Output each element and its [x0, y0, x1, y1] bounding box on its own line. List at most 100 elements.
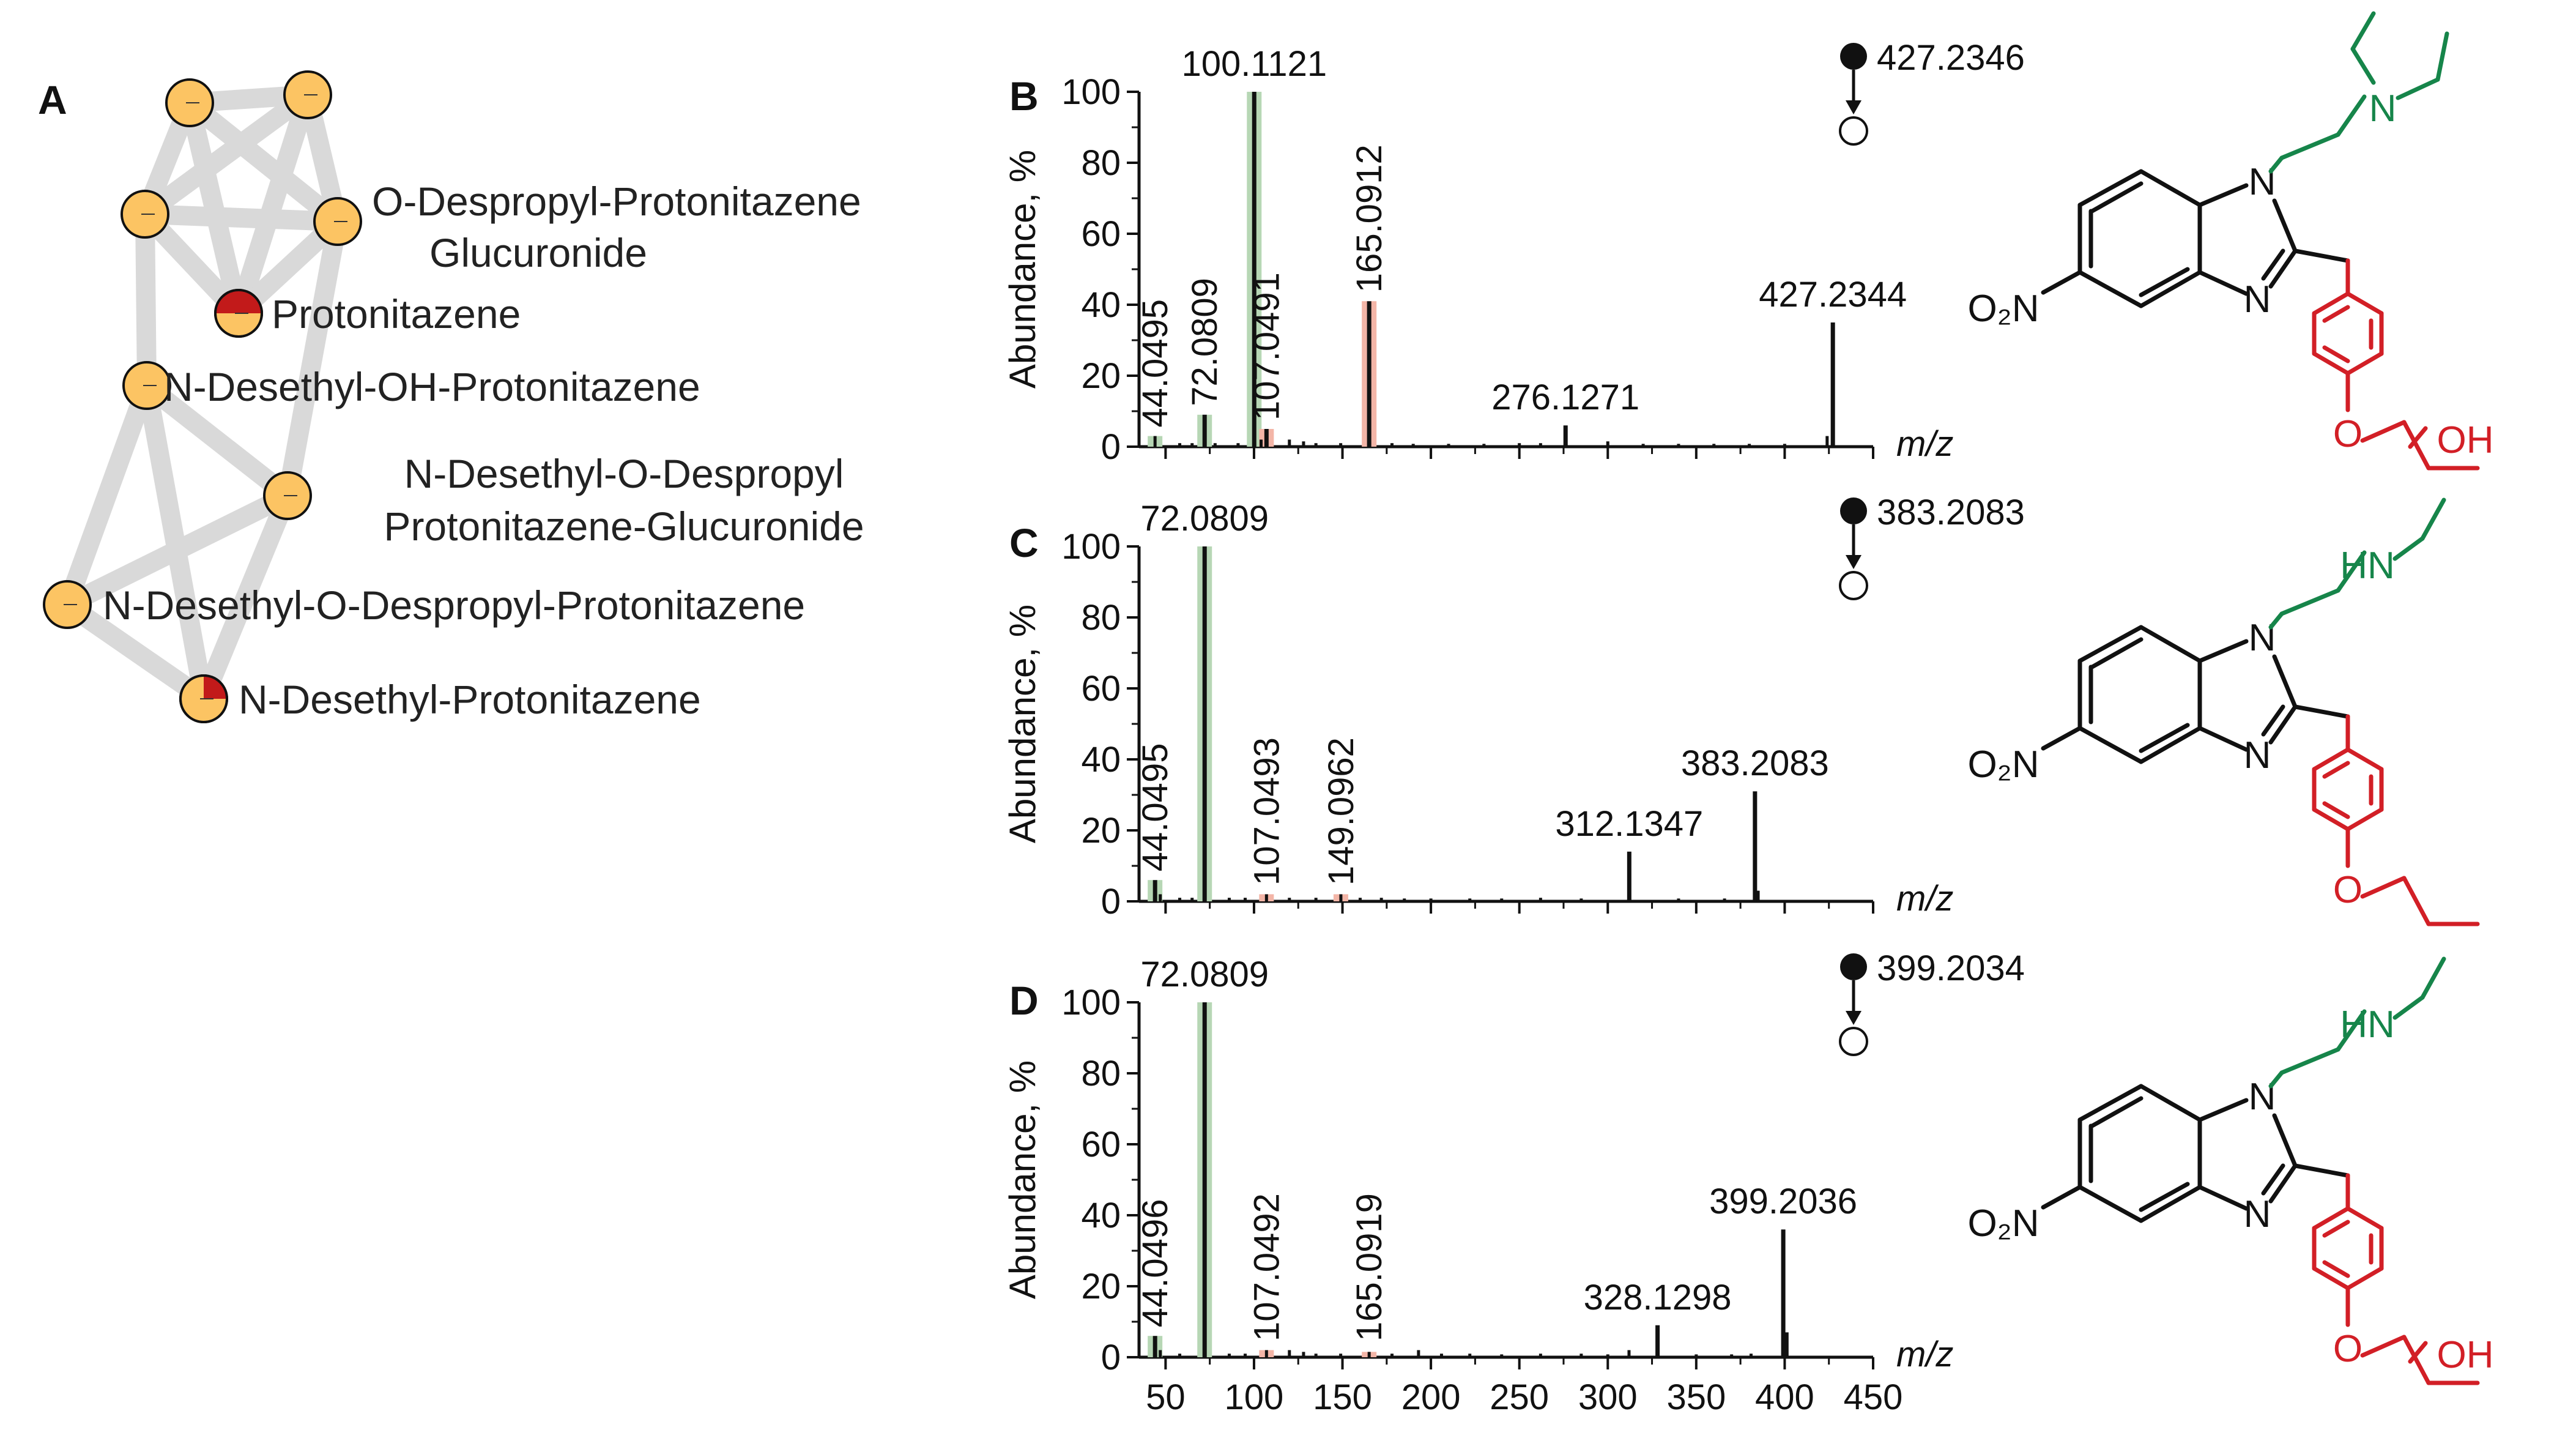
precursor-mz-label: 399.2034: [1877, 948, 2025, 988]
network-node: [122, 361, 171, 410]
imidazole-bond: [2197, 1185, 2249, 1211]
peak-label: 100.1121: [1181, 44, 1327, 84]
methylene-bond: [2293, 1163, 2350, 1178]
peak-label: 44.0495: [1135, 299, 1175, 428]
node-label-n-desethyl-o-despropyl-glucuronide-line2: Protonitazene-Glucuronide: [384, 504, 864, 549]
peak-label: 276.1271: [1491, 378, 1639, 417]
n-ethyl-bond: [2392, 536, 2425, 561]
benzimidazole-ring-bond: [2139, 726, 2202, 764]
n-ethyl-bond: [2396, 77, 2440, 100]
y-tick-label: 40: [1081, 740, 1121, 780]
network-edge: [135, 85, 317, 224]
atom-hydroxyl: OH: [2437, 419, 2494, 461]
phenyl-ring-bond: [2345, 747, 2384, 772]
propyl-bond: [2402, 420, 2431, 471]
node-label-o-despropyl-glucuronide-line2: Glucuronide: [429, 230, 647, 275]
network-node: [121, 190, 169, 239]
benzimidazole-double-bond: [2139, 1182, 2190, 1212]
x-tick-label: 350: [1666, 1377, 1726, 1417]
peak-label: 44.0496: [1135, 1199, 1175, 1328]
benzimidazole-double-bond: [2090, 181, 2144, 214]
peak-label: 107.0492: [1247, 1193, 1286, 1341]
imidazole-bond: [2268, 1163, 2298, 1204]
peak-label: 165.0919: [1349, 1193, 1389, 1341]
atom-n3: N: [2244, 1193, 2271, 1235]
y-tick-label: 40: [1081, 285, 1121, 325]
precursor-arrow-head: [1846, 100, 1861, 114]
network-node: [165, 78, 214, 127]
x-axis-label: m/z: [1896, 1335, 1953, 1374]
imidazole-bond: [2272, 198, 2298, 253]
atom-ether-o: O: [2333, 869, 2363, 911]
y-tick-label: 40: [1081, 1196, 1121, 1235]
imidazole-bond: [2197, 1098, 2249, 1122]
x-tick-label: 100: [1225, 1377, 1284, 1417]
y-tick-label: 100: [1061, 527, 1121, 567]
benzimidazole-double-bond: [2139, 267, 2190, 297]
network-node: [283, 70, 332, 119]
y-tick-label: 100: [1061, 983, 1121, 1022]
precursor-filled-circle: [1840, 43, 1867, 70]
hydroxyl-attach-bond: [2408, 1341, 2428, 1364]
network-node: [43, 580, 92, 629]
y-tick-label: 80: [1081, 1054, 1121, 1093]
node-label-o-despropyl-glucuronide-line1: O-Despropyl-Protonitazene: [372, 179, 861, 224]
y-tick-label: 20: [1081, 811, 1121, 851]
peak-label: 399.2036: [1709, 1182, 1857, 1221]
atom-ether-o: O: [2333, 413, 2363, 455]
network-node: [313, 197, 362, 246]
atom-n3: N: [2244, 278, 2271, 321]
network-node: [263, 471, 312, 520]
network-edge: [135, 204, 347, 231]
network-node-outline: [214, 289, 263, 338]
peak-label: 107.0493: [1247, 737, 1286, 885]
network-nodes: [43, 70, 362, 723]
benzimidazole-ring-bond: [2077, 726, 2144, 764]
precursor-arrow-head: [1846, 1011, 1861, 1025]
atom-no2: O₂N: [1967, 743, 2039, 786]
y-tick-label: 60: [1081, 669, 1121, 709]
ethyl-linker-bond: [2336, 550, 2367, 593]
network-edge: [135, 204, 157, 395]
phenyl-ring-bond: [2345, 1266, 2384, 1291]
network-edge: [180, 93, 347, 231]
benzimidazole-ring-bond: [2077, 1185, 2144, 1223]
network-node-slice: [204, 676, 227, 699]
node-label-n-desethyl-protonitazene: N-Desethyl-Protonitazene: [239, 677, 701, 722]
network-edge: [229, 85, 317, 323]
benzimidazole-ring-bond: [2139, 270, 2202, 308]
y-tick-label: 0: [1101, 1338, 1121, 1377]
phenyl-double-bond: [2322, 1260, 2350, 1278]
imidazole-bond: [2197, 270, 2249, 296]
spectrum-panel-d: D Abundance, % 0 20 40 60 80 100 50 100 150 200 250 3…: [1002, 948, 2025, 1417]
peak-label: 72.0809: [1185, 278, 1225, 406]
panel-a: A O-Despropyl-Protonitazene Glucuronide: [38, 70, 864, 723]
imidazole-bond: [2272, 1113, 2298, 1168]
phenyl-ring-bond: [2312, 1266, 2350, 1291]
network-edge: [58, 376, 157, 614]
x-tick-label: 150: [1313, 1377, 1372, 1417]
benzimidazole-ring-bond: [2139, 625, 2202, 663]
atom-hydroxyl: OH: [2437, 1334, 2494, 1376]
atom-amine-nh: HN: [2340, 545, 2395, 587]
ethyl-linker-bond: [2268, 1070, 2284, 1089]
benzimidazole-ring-bond: [2139, 1185, 2202, 1223]
nitro-bond: [2041, 726, 2082, 751]
propyl-bond: [2402, 876, 2431, 926]
peak-label: 312.1347: [1555, 804, 1703, 844]
hydroxyl-attach-bond: [2408, 426, 2428, 449]
nitro-bond: [2041, 1185, 2082, 1210]
y-tick-label: 0: [1101, 882, 1121, 922]
panel-a-letter: A: [38, 77, 67, 122]
n-ethyl-bond: [2420, 497, 2446, 541]
propyl-bond: [2360, 420, 2407, 443]
n-ethyl-bond: [2350, 11, 2376, 51]
ethyl-linker-bond: [2279, 588, 2340, 616]
peak-label: 427.2344: [1759, 275, 1907, 315]
precursor-mz-label: 383.2083: [1877, 493, 2025, 532]
imidazole-bond: [2197, 639, 2249, 663]
network-edge: [137, 376, 297, 505]
